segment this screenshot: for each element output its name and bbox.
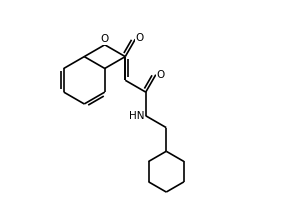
Text: O: O — [100, 34, 109, 44]
Text: HN: HN — [129, 111, 144, 121]
Text: O: O — [136, 33, 144, 43]
Text: O: O — [156, 70, 164, 80]
